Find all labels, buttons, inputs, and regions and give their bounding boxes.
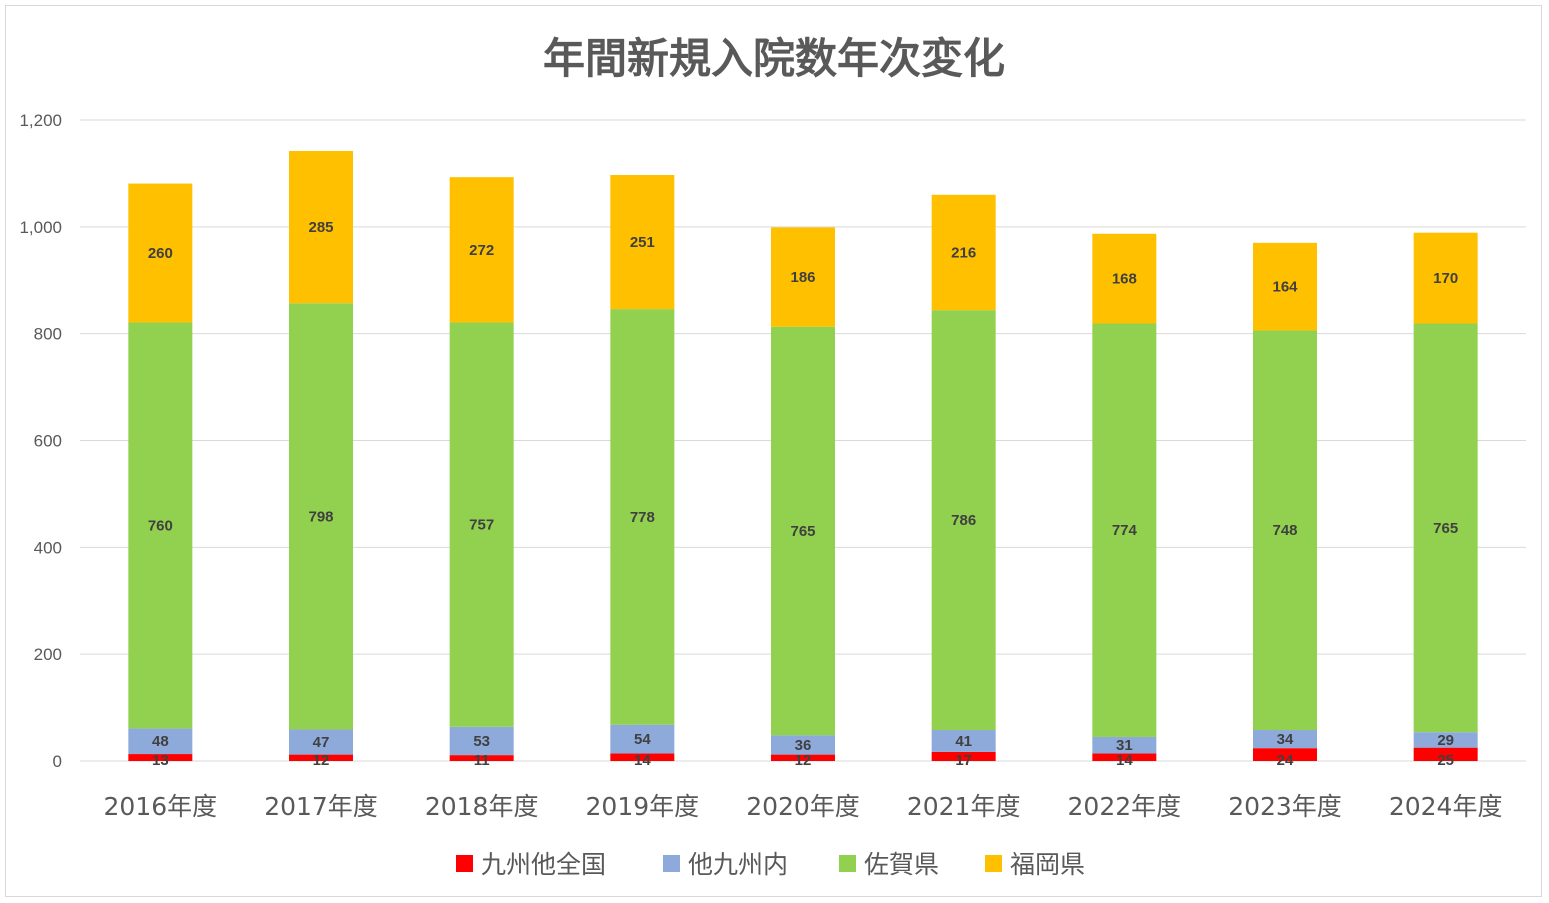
bar-segment: [1253, 330, 1317, 731]
data-label: 170: [1433, 270, 1458, 287]
x-tick-label: 2016年度: [104, 792, 218, 821]
chart-title: 年間新規入院数年次変化: [543, 34, 1005, 83]
bar-segment: [1092, 753, 1157, 761]
data-label: 798: [308, 508, 333, 525]
bar-segment: [289, 303, 353, 730]
bar-segment: [931, 310, 996, 731]
bar-segment: [449, 177, 514, 323]
bar-segment: [1253, 242, 1317, 331]
x-tick-label: 2017年度: [264, 792, 378, 821]
y-tick-label: 0: [53, 752, 62, 771]
data-label: 778: [630, 509, 655, 526]
bar-segment: [1092, 323, 1157, 737]
data-label: 14: [634, 752, 651, 769]
data-label: 47: [313, 734, 330, 751]
x-tick-label: 2018年度: [425, 792, 539, 821]
legend-label: 佐賀県: [864, 850, 939, 879]
bar-segment: [931, 194, 996, 311]
x-tick-label: 2023年度: [1228, 792, 1342, 821]
bar-segment: [771, 754, 835, 761]
y-tick-label: 1,200: [19, 111, 62, 130]
data-label: 757: [469, 517, 494, 534]
data-label: 11: [474, 752, 490, 769]
bar-segment: [610, 175, 675, 310]
data-label: 25: [1437, 752, 1454, 769]
bar-segment: [1413, 747, 1478, 761]
y-tick-label: 200: [34, 645, 62, 664]
bar-segment: [449, 726, 514, 756]
bar-segment: [1413, 232, 1478, 324]
data-label: 251: [630, 234, 655, 251]
bar-segment: [128, 754, 193, 761]
x-tick-label: 2022年度: [1068, 792, 1182, 821]
bar-segment: [1253, 748, 1317, 761]
bar-segment: [289, 729, 353, 755]
bar-segment: [289, 754, 353, 761]
data-label: 34: [1277, 731, 1294, 748]
data-label: 29: [1437, 732, 1454, 749]
bar-segment: [1092, 233, 1157, 324]
bar-segment: [1092, 736, 1157, 754]
bar-segment: [771, 326, 835, 736]
data-label: 272: [469, 242, 494, 259]
bar-segment: [449, 755, 514, 761]
data-label: 17: [955, 752, 972, 769]
bar-segment: [128, 183, 193, 323]
legend-swatch: [456, 855, 473, 872]
bar-segment: [931, 751, 996, 761]
bar-segment: [1253, 730, 1317, 749]
data-label: 186: [790, 269, 815, 286]
legend-label: 九州他全国: [481, 850, 606, 879]
bar-segment: [610, 724, 675, 754]
y-tick-label: 1,000: [19, 218, 62, 237]
legend-label: 福岡県: [1010, 850, 1085, 879]
bar-segment: [1413, 323, 1478, 733]
y-tick-label: 400: [34, 538, 62, 557]
data-label: 53: [473, 733, 490, 750]
data-label: 774: [1112, 522, 1138, 539]
legend-swatch: [663, 855, 680, 872]
data-label: 48: [152, 733, 169, 750]
y-tick-label: 800: [34, 325, 62, 344]
data-label: 12: [313, 752, 330, 769]
data-label: 31: [1116, 737, 1133, 754]
x-tick-label: 2024年度: [1389, 792, 1503, 821]
data-label: 54: [634, 731, 651, 748]
data-label: 285: [308, 219, 333, 236]
bar-segment: [449, 322, 514, 727]
bar-segment: [128, 322, 193, 729]
data-label: 760: [148, 517, 173, 534]
bar-segment: [289, 150, 353, 304]
data-label: 13: [152, 752, 169, 769]
chart-frame: [5, 5, 1542, 897]
data-label: 41: [955, 733, 972, 750]
bar-segment: [931, 730, 996, 752]
legend-swatch: [985, 855, 1002, 872]
x-tick-label: 2020年度: [746, 792, 860, 821]
legend-label: 他九州内: [688, 850, 788, 879]
data-label: 765: [790, 523, 815, 540]
data-label: 14: [1116, 752, 1133, 769]
bar-segment: [771, 227, 835, 327]
data-label: 765: [1433, 520, 1458, 537]
bar-segment: [610, 309, 675, 725]
data-label: 164: [1272, 279, 1298, 296]
bar-segment: [1413, 732, 1478, 748]
data-label: 786: [951, 512, 976, 529]
x-tick-label: 2021年度: [907, 792, 1021, 821]
data-label: 748: [1272, 522, 1297, 539]
data-label: 216: [951, 244, 976, 261]
legend-swatch: [839, 855, 856, 872]
bar-segment: [771, 735, 835, 755]
y-tick-label: 600: [34, 432, 62, 451]
data-label: 260: [148, 245, 173, 262]
x-tick-label: 2019年度: [586, 792, 700, 821]
data-label: 12: [795, 752, 812, 769]
data-label: 168: [1112, 271, 1137, 288]
data-label: 36: [795, 737, 812, 754]
bar-segment: [128, 728, 193, 755]
bar-segment: [610, 753, 675, 761]
data-label: 24: [1277, 752, 1294, 769]
